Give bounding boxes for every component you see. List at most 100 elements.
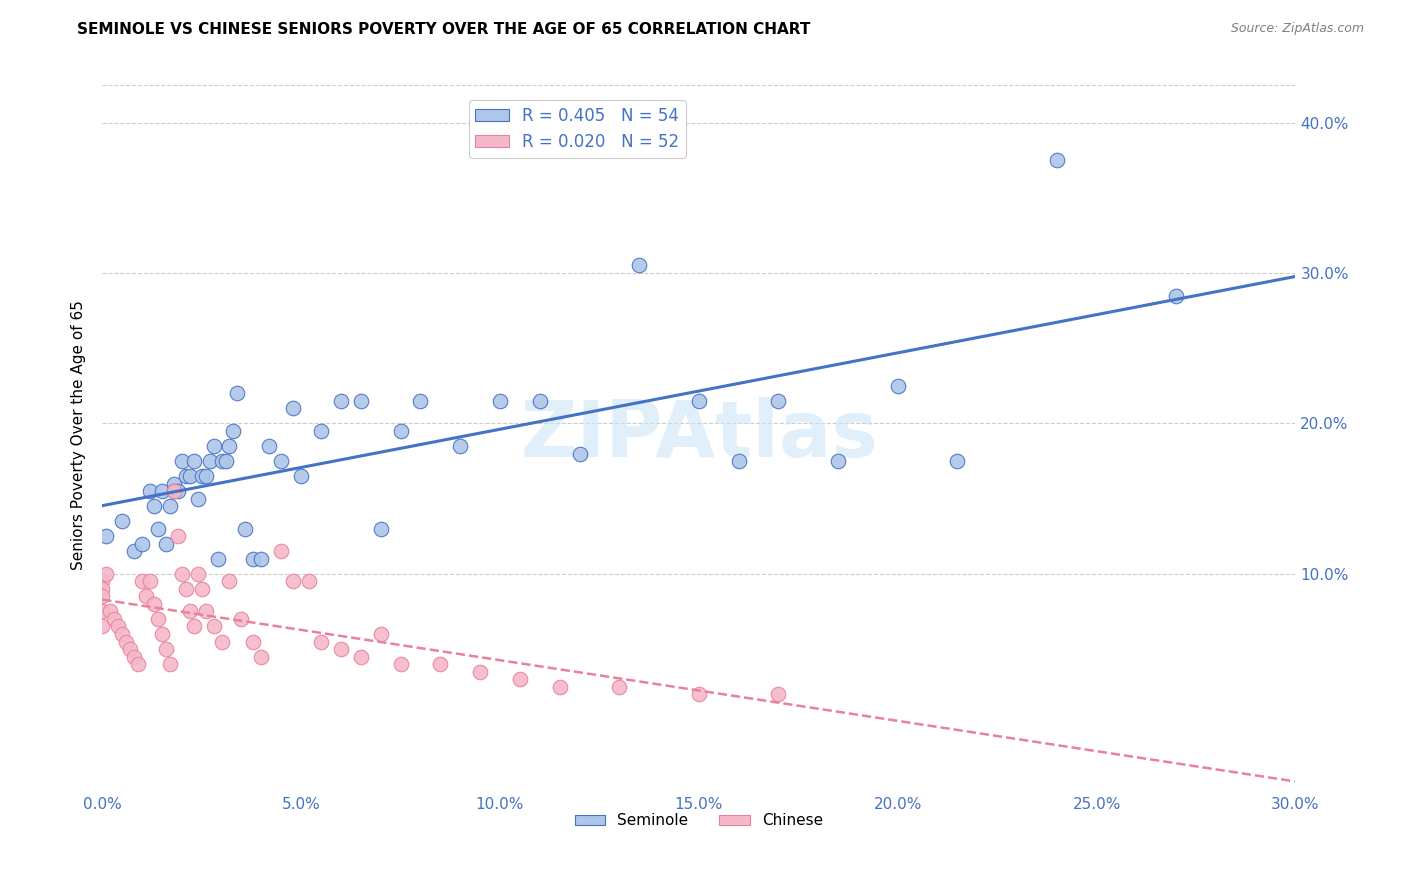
Point xyxy=(489,393,512,408)
Point xyxy=(242,634,264,648)
Point xyxy=(131,574,153,589)
Point xyxy=(218,439,240,453)
Point xyxy=(187,491,209,506)
Point xyxy=(270,454,292,468)
Point xyxy=(98,604,121,618)
Point xyxy=(190,469,212,483)
Point xyxy=(468,665,491,679)
Point xyxy=(198,454,221,468)
Point xyxy=(163,484,186,499)
Point xyxy=(91,604,114,618)
Point xyxy=(1166,288,1188,302)
Point xyxy=(183,454,205,468)
Point xyxy=(1046,153,1069,168)
Point xyxy=(370,627,392,641)
Point xyxy=(91,574,114,589)
Point xyxy=(142,499,165,513)
Point xyxy=(218,574,240,589)
Point xyxy=(449,439,471,453)
Point xyxy=(115,634,138,648)
Point xyxy=(250,551,273,566)
Point xyxy=(329,393,352,408)
Point xyxy=(214,454,236,468)
Point xyxy=(768,687,790,701)
Point xyxy=(142,597,165,611)
Point xyxy=(211,634,233,648)
Point xyxy=(179,469,201,483)
Point xyxy=(202,619,225,633)
Point xyxy=(309,424,332,438)
Point xyxy=(122,544,145,558)
Point xyxy=(389,424,412,438)
Point xyxy=(529,393,551,408)
Text: ZIPAtlas: ZIPAtlas xyxy=(520,397,877,473)
Point xyxy=(91,590,114,604)
Point xyxy=(96,529,118,543)
Point xyxy=(370,522,392,536)
Point xyxy=(187,566,209,581)
Point xyxy=(122,649,145,664)
Point xyxy=(946,454,969,468)
Point xyxy=(290,469,312,483)
Point xyxy=(409,393,432,408)
Point xyxy=(135,590,157,604)
Point xyxy=(139,574,162,589)
Point xyxy=(350,393,373,408)
Point xyxy=(170,566,193,581)
Point xyxy=(91,619,114,633)
Point xyxy=(174,469,197,483)
Point xyxy=(350,649,373,664)
Point xyxy=(146,522,169,536)
Point xyxy=(211,454,233,468)
Point xyxy=(163,484,186,499)
Point xyxy=(146,612,169,626)
Point xyxy=(174,582,197,596)
Point xyxy=(194,604,217,618)
Point xyxy=(190,582,212,596)
Point xyxy=(166,529,188,543)
Point xyxy=(179,604,201,618)
Point xyxy=(688,393,710,408)
Point xyxy=(155,537,177,551)
Point xyxy=(688,687,710,701)
Point xyxy=(202,439,225,453)
Point xyxy=(155,642,177,657)
Text: Source: ZipAtlas.com: Source: ZipAtlas.com xyxy=(1230,22,1364,36)
Point xyxy=(281,574,304,589)
Point xyxy=(727,454,749,468)
Point xyxy=(242,551,264,566)
Point xyxy=(628,259,651,273)
Point xyxy=(194,469,217,483)
Y-axis label: Seniors Poverty Over the Age of 65: Seniors Poverty Over the Age of 65 xyxy=(72,300,86,570)
Point xyxy=(309,634,332,648)
Point xyxy=(509,672,531,686)
Point xyxy=(270,544,292,558)
Point xyxy=(170,454,193,468)
Point xyxy=(150,484,173,499)
Point xyxy=(250,649,273,664)
Point xyxy=(111,514,134,528)
Legend: Seminole, Chinese: Seminole, Chinese xyxy=(568,807,830,834)
Point xyxy=(389,657,412,672)
Point xyxy=(329,642,352,657)
Point xyxy=(150,627,173,641)
Point xyxy=(159,499,181,513)
Point xyxy=(111,627,134,641)
Point xyxy=(96,566,118,581)
Point xyxy=(281,401,304,416)
Point xyxy=(159,657,181,672)
Point xyxy=(298,574,321,589)
Point xyxy=(235,522,257,536)
Point xyxy=(118,642,141,657)
Point xyxy=(107,619,129,633)
Point xyxy=(568,446,591,460)
Point xyxy=(207,551,229,566)
Point xyxy=(259,439,281,453)
Point xyxy=(139,484,162,499)
Point xyxy=(166,484,188,499)
Point xyxy=(103,612,125,626)
Point xyxy=(91,582,114,596)
Point xyxy=(222,424,245,438)
Point xyxy=(183,619,205,633)
Point xyxy=(231,612,253,626)
